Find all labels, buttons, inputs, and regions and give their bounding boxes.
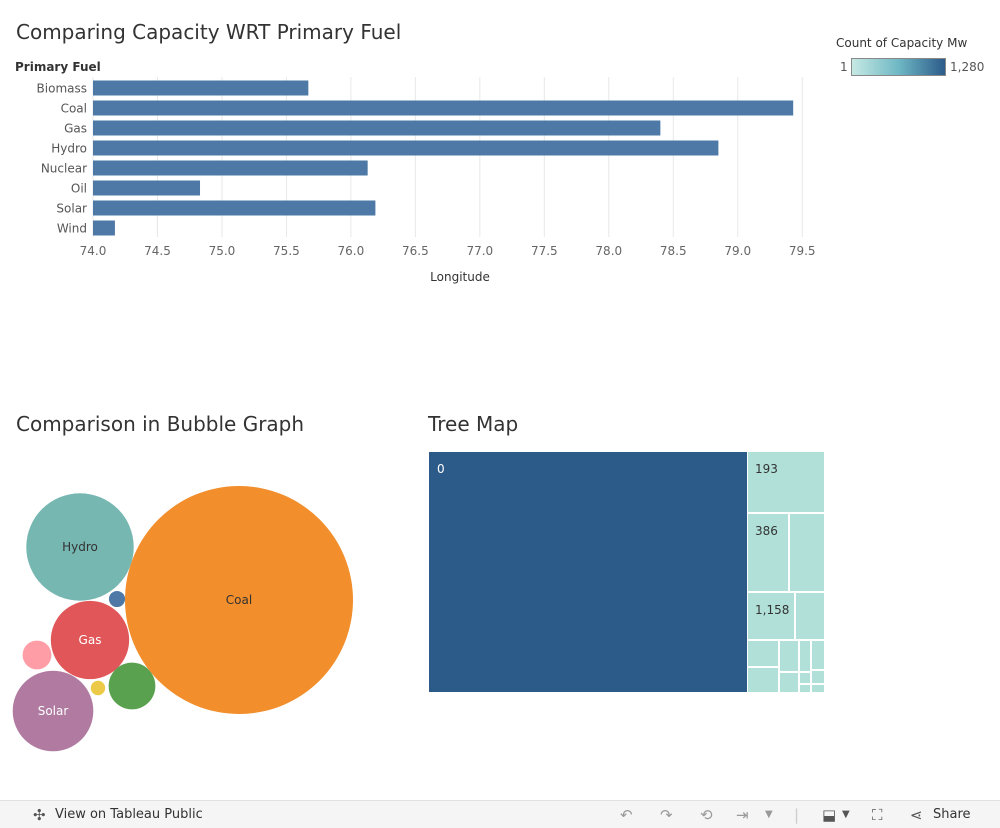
bubble-label: Hydro (62, 540, 98, 554)
refresh-icon[interactable]: ⇥ (736, 806, 749, 824)
bar-category-label: Oil (71, 182, 87, 196)
bubble-chart-title: Comparison in Bubble Graph (16, 412, 305, 436)
treemap-cell[interactable] (748, 641, 778, 666)
bar-hydro[interactable] (93, 140, 719, 156)
bubble-hydro[interactable] (26, 493, 134, 601)
bar-wind[interactable] (93, 220, 115, 236)
legend-max-label: 1,280 (950, 60, 985, 74)
treemap-cell[interactable] (748, 668, 778, 692)
bubble-chart: Coal Hydro Solar Gas (12, 486, 353, 752)
bar-chart-tick-label: 78.0 (595, 244, 622, 258)
treemap-cell[interactable] (748, 514, 788, 591)
bar-chart-tick-label: 78.5 (660, 244, 687, 258)
treemap-label: 0 (437, 462, 445, 476)
legend-title: Count of Capacity Mw (836, 36, 968, 50)
bar-chart-tick-label: 77.5 (531, 244, 558, 258)
download-icon[interactable]: ⬓ (822, 806, 837, 824)
treemap-cell[interactable] (790, 514, 824, 591)
fullscreen-icon[interactable]: ⛶ (872, 806, 883, 824)
treemap-cell[interactable] (796, 593, 824, 639)
treemap-cell-main[interactable] (429, 452, 747, 692)
bar-chart-tick-label: 76.0 (338, 244, 365, 258)
treemap-title: Tree Map (428, 412, 519, 436)
bubble[interactable] (90, 680, 106, 696)
bubble[interactable] (22, 640, 52, 670)
bubble-coal[interactable] (125, 486, 353, 714)
bubble-gas[interactable] (50, 600, 130, 680)
bubble-label: Gas (79, 633, 102, 647)
bar-chart-tick-label: 75.5 (273, 244, 300, 258)
treemap-label: 386 (755, 524, 778, 538)
bubble[interactable] (108, 662, 156, 710)
revert-icon[interactable]: ⟲ (700, 806, 713, 824)
bar-chart-tick-label: 75.0 (209, 244, 236, 258)
bar-chart-title: Comparing Capacity WRT Primary Fuel (16, 20, 402, 44)
download-chevron-icon[interactable]: ▼ (842, 809, 850, 820)
bar-biomass[interactable] (93, 80, 309, 96)
bar-coal[interactable] (93, 100, 794, 116)
treemap-label: 1,158 (755, 603, 790, 617)
legend-min-label: 1 (840, 60, 848, 74)
bar-solar[interactable] (93, 200, 376, 216)
treemap-cell[interactable] (812, 641, 824, 669)
bar-nuclear[interactable] (93, 160, 368, 176)
bar-category-label: Hydro (51, 142, 87, 156)
legend-color-ramp (851, 58, 946, 76)
view-on-tableau-public-link[interactable]: View on Tableau Public (55, 807, 203, 822)
treemap-chart: 0 193 386 1,158 (429, 452, 825, 692)
bubble-label: Solar (38, 704, 69, 718)
bar-chart-tick-label: 74.5 (144, 244, 171, 258)
treemap-cell[interactable] (780, 673, 798, 692)
treemap-side-column (747, 452, 825, 692)
bar-chart-y-axis-label: Primary Fuel (15, 60, 101, 74)
treemap-cell[interactable] (812, 671, 824, 683)
bar-chart-tick-labels: 74.0 74.5 75.0 75.5 76.0 76.5 77.0 77.5 78.0 78.5… (80, 244, 816, 258)
bubble-chart-bubbles: Coal Hydro Solar Gas (12, 486, 353, 752)
treemap-cell[interactable] (800, 673, 810, 683)
bar-chart-bars (93, 80, 794, 236)
bar-chart: Biomass Coal Gas Hydro Nuclear Oil Solar Wind 7… (15, 60, 816, 284)
bar-chart-tick-label: 77.0 (466, 244, 493, 258)
bar-category-label: Nuclear (41, 162, 87, 176)
treemap-cell[interactable] (800, 641, 810, 671)
bar-oil[interactable] (93, 180, 201, 196)
bar-chart-tick-label: 74.0 (80, 244, 107, 258)
bar-category-label: Solar (56, 202, 87, 216)
chevron-down-icon[interactable]: ▼ (765, 809, 773, 820)
treemap-cell[interactable] (812, 685, 824, 692)
bar-chart-tick-label: 76.5 (402, 244, 429, 258)
bar-category-label: Biomass (37, 82, 87, 96)
treemap-cell[interactable] (780, 641, 798, 671)
bar-category-label: Gas (64, 122, 87, 136)
bubble[interactable] (108, 590, 126, 608)
treemap-cell[interactable] (748, 593, 794, 639)
toolbar-divider: | (794, 806, 800, 824)
bar-chart-category-labels: Biomass Coal Gas Hydro Nuclear Oil Solar Wind (37, 82, 88, 236)
treemap-cell[interactable] (800, 685, 810, 692)
share-icon[interactable]: ⋖ (910, 806, 923, 824)
tableau-logo-icon: ✣ (33, 806, 46, 824)
bubble-solar[interactable] (12, 670, 94, 752)
bar-chart-tick-label: 79.0 (724, 244, 751, 258)
undo-icon[interactable]: ↶ (620, 806, 633, 824)
bar-chart-tick-label: 79.5 (789, 244, 816, 258)
bar-gas[interactable] (93, 120, 661, 136)
tableau-toolbar: ✣ View on Tableau Public ↶ ↷ ⟲ ⇥ ▼ | ⬓ ▼… (0, 800, 1000, 828)
bubble-label: Coal (226, 593, 252, 607)
treemap-cell[interactable] (748, 452, 824, 512)
treemap-label: 193 (755, 462, 778, 476)
bar-category-label: Coal (61, 102, 87, 116)
bar-category-label: Wind (57, 222, 87, 236)
share-button[interactable]: Share (933, 807, 971, 822)
bar-chart-x-axis-label: Longitude (430, 270, 490, 284)
redo-icon[interactable]: ↷ (660, 806, 673, 824)
